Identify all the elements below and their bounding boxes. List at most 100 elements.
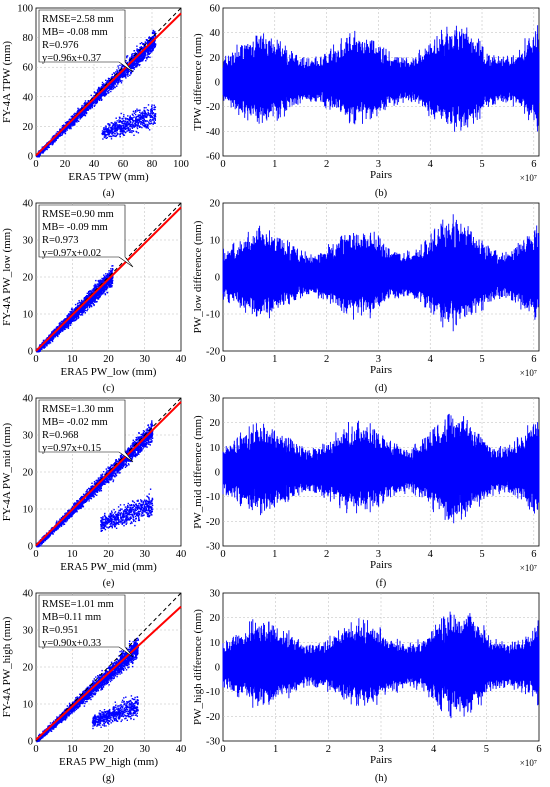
scatter-point [38,156,40,158]
scatter-point [94,293,97,295]
scatter-point [111,84,113,86]
scatter-point [133,66,136,69]
fit-line [35,12,182,157]
scatter-point [137,56,139,59]
scatter-point [153,41,156,44]
scatter-point [132,117,134,119]
scatter-point [87,109,89,111]
scatter-point [146,43,149,45]
scatter-point [61,131,63,134]
scatter-point [116,76,119,78]
scatter-point [73,319,76,322]
scatter-point [75,116,78,119]
scatter-point [154,43,156,45]
scatter-point [143,112,145,114]
scatter-point [104,95,106,97]
scatter-point [140,59,143,61]
scatter-point [119,126,121,128]
scatter-point [132,67,134,69]
scatter-point [110,285,112,287]
scatter-point [116,81,118,83]
scatter-point [76,119,79,122]
scatter-point [105,289,107,291]
scatter-point [125,118,127,121]
scatter-point [96,90,99,92]
scatter-point [93,105,96,107]
scatter-point [147,124,149,126]
scatter-point [78,120,80,122]
scatter-point [57,136,60,138]
scatter-point [91,105,93,107]
scatter-point [48,343,50,345]
scatter-point [94,294,96,297]
scatter-point [110,86,113,89]
scatter-point [123,124,125,127]
scatter-point [93,285,95,287]
scatter-point [89,293,91,295]
scatter-point [114,83,117,85]
scatter-point [98,295,100,298]
scatter-point [136,65,138,68]
scatter-point [106,83,108,86]
scatter-point [127,124,129,126]
scatter-point [129,131,131,133]
scatter-point [144,54,146,56]
scatter-point [102,87,104,89]
scatter-point [151,122,153,124]
scatter-point [95,301,97,303]
scatter-point [136,108,138,110]
scatter-point [141,117,144,120]
scatter-point [138,51,140,54]
scatter-point [63,132,65,134]
scatter-point [88,290,90,293]
scatter-point [145,116,148,119]
scatter-point [106,81,108,83]
scatter-point [113,75,115,78]
scatter-point [121,72,123,74]
scatter-point [138,55,140,58]
scatter-point [126,70,128,72]
scatter-point [135,64,138,67]
scatter-point [129,125,131,127]
scatter-point [87,106,90,109]
scatter-point [142,52,144,54]
scatter-point [108,89,110,92]
scatter-point [68,127,71,130]
scatter-point [104,90,106,92]
scatter-point [129,128,131,130]
stat-rmse: RMSE=2.58 mm [42,14,114,25]
scatter-point [84,102,86,104]
scatter-point [112,279,114,282]
scatter-point [133,134,135,136]
scatter-point [144,112,146,115]
scatter-point [111,125,114,127]
scatter-point [142,115,144,117]
scatter-point [69,313,72,316]
scatter-point [75,112,77,115]
scatter-point [77,107,79,110]
scatter-point [153,117,155,120]
scatter-point [153,44,156,47]
scatter-point [121,132,123,134]
scatter-point [153,114,155,117]
scatter-point [143,43,145,45]
scatter-point [38,150,40,152]
scatter-point [112,86,114,88]
scatter-point [83,309,86,311]
scatter-point [91,106,93,109]
scatter-point [148,37,150,39]
scatter-point [83,114,86,116]
scatter-point [132,70,134,72]
scatter-point [46,148,48,151]
scatter-point [154,116,156,118]
scatter-point [124,120,126,123]
scatter-point [146,123,148,126]
scatter-point [123,72,126,74]
scatter-point [105,127,107,129]
scatter-point [116,123,118,126]
scatter-point [125,73,127,76]
scatter-point [153,104,155,106]
scatter-point [82,106,84,108]
scatter-point [123,134,126,136]
scatter-point [120,125,123,127]
